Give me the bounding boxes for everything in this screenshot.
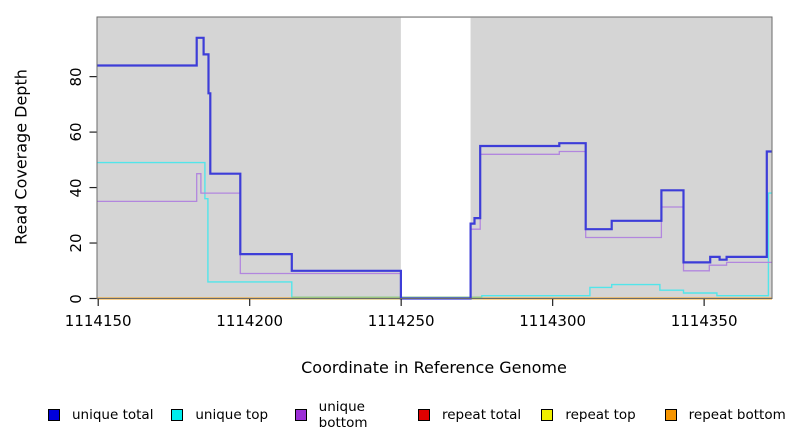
legend-item: unique bottom xyxy=(294,399,418,431)
y-axis-title: Read Coverage Depth xyxy=(11,69,31,245)
legend-label: unique top xyxy=(195,407,269,423)
x-tick-label: 1114150 xyxy=(64,312,132,330)
legend-swatch-icon xyxy=(294,409,307,421)
x-tick-label: 1114300 xyxy=(519,312,587,330)
legend: unique total unique top unique bottom repea… xyxy=(48,399,788,431)
legend-label: repeat bottom xyxy=(688,407,786,423)
plot-box-border xyxy=(96,16,773,299)
legend-swatch-icon xyxy=(541,409,554,421)
legend-swatch-icon xyxy=(171,409,184,421)
legend-swatch-icon xyxy=(664,409,677,421)
no-data-region xyxy=(400,17,471,299)
x-tick-label: 1114250 xyxy=(367,312,435,330)
legend-label: unique bottom xyxy=(318,399,368,431)
legend-label: repeat total xyxy=(441,407,522,423)
legend-item: repeat bottom xyxy=(664,399,788,431)
legend-label: unique total xyxy=(72,407,154,423)
series-unique-top xyxy=(97,161,772,300)
y-tick-label: 60 xyxy=(67,122,85,142)
legend-label: repeat top xyxy=(565,407,636,423)
legend-swatch-icon xyxy=(417,409,430,421)
legend-item: repeat total xyxy=(417,399,541,431)
x-tick-label: 1114200 xyxy=(216,312,284,330)
series-unique-total xyxy=(97,36,772,300)
y-tick-label: 20 xyxy=(67,233,85,253)
y-tick-label: 0 xyxy=(67,293,85,304)
legend-item: unique top xyxy=(171,399,294,431)
x-tick-label: 1114350 xyxy=(670,312,738,330)
legend-swatch-icon xyxy=(48,409,60,421)
y-tick-label: 40 xyxy=(67,178,85,198)
x-axis-title: Coordinate in Reference Genome xyxy=(301,358,567,377)
y-tick-label: 80 xyxy=(67,67,85,87)
legend-item: unique total xyxy=(48,399,171,431)
series-unique-bottom xyxy=(97,150,772,300)
legend-item: repeat top xyxy=(541,399,664,431)
